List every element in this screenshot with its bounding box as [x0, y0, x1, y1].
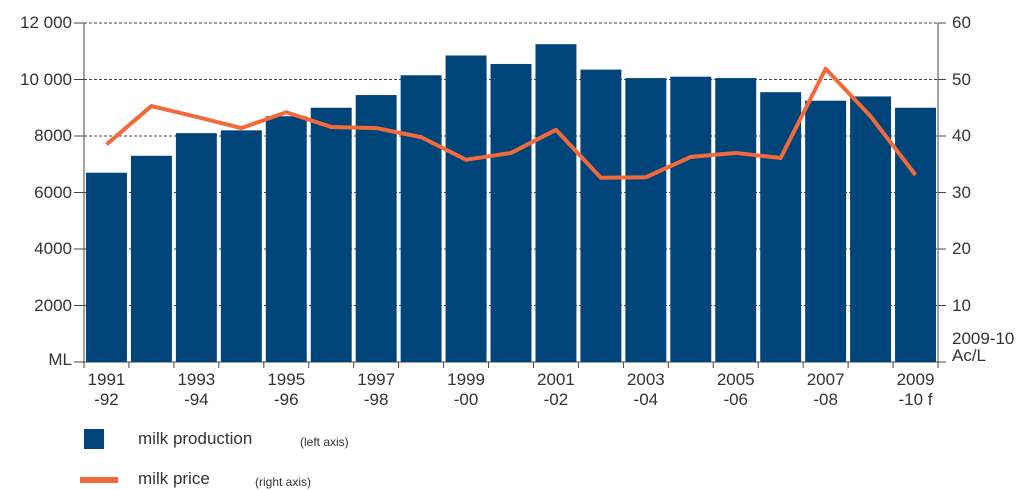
legend-note: (left axis)	[300, 435, 349, 449]
y-tick-label: 4000	[34, 239, 72, 258]
bar	[175, 133, 217, 362]
legend-label: milk production	[138, 429, 253, 448]
y-tick-label: 6000	[34, 182, 72, 202]
bar	[805, 100, 847, 362]
x-tick-label: 2009 -10 f	[896, 370, 935, 409]
y-tick-label: 10 000	[20, 69, 72, 89]
y-tick-label: 8000	[34, 126, 72, 145]
bar	[445, 55, 487, 363]
x-tick-label: 2007 -08	[806, 370, 845, 409]
bar	[310, 107, 352, 362]
x-tick-label: 1993 -94	[177, 370, 216, 409]
price-line	[105, 66, 918, 180]
y2-tick-label: 40	[952, 126, 971, 145]
x-tick-label: 2003 -04	[626, 370, 665, 409]
bar	[760, 92, 802, 363]
bar	[265, 116, 307, 362]
y-tick-label: 2000	[34, 295, 72, 315]
bar	[86, 172, 127, 362]
x-tick-label: 1991 -92	[87, 370, 126, 409]
y2-tick-label: 20	[952, 239, 971, 258]
bar	[625, 78, 667, 363]
bar	[715, 78, 757, 363]
bar	[355, 95, 397, 362]
bar	[670, 76, 712, 363]
legend-note: (right axis)	[255, 475, 312, 489]
bar	[490, 63, 532, 363]
bar	[850, 96, 892, 362]
bar	[580, 69, 622, 363]
x-tick-label: 1999 -00	[447, 370, 485, 409]
y2-axis-label: 2009-10 Ac/L	[952, 329, 1015, 365]
bar	[535, 44, 577, 362]
bar	[220, 130, 262, 362]
x-tick-label: 2001 -02	[537, 370, 575, 409]
x-tick-label: 1995 -96	[267, 370, 306, 409]
y-axis-label: ML	[48, 350, 72, 369]
bar	[400, 75, 442, 362]
y2-tick-label: 10	[952, 295, 971, 315]
y2-tick-label: 30	[952, 182, 971, 202]
y2-tick-label: 60	[952, 13, 971, 32]
legend-swatch	[84, 429, 104, 449]
bar	[895, 107, 936, 362]
y-tick-label: 12 000	[20, 13, 72, 32]
bar	[130, 155, 172, 362]
x-tick-label: 1997 -98	[357, 370, 396, 409]
x-tick-label: 2005 -06	[716, 370, 755, 409]
y2-tick-label: 50	[952, 69, 971, 89]
legend-label: milk price	[138, 469, 210, 488]
